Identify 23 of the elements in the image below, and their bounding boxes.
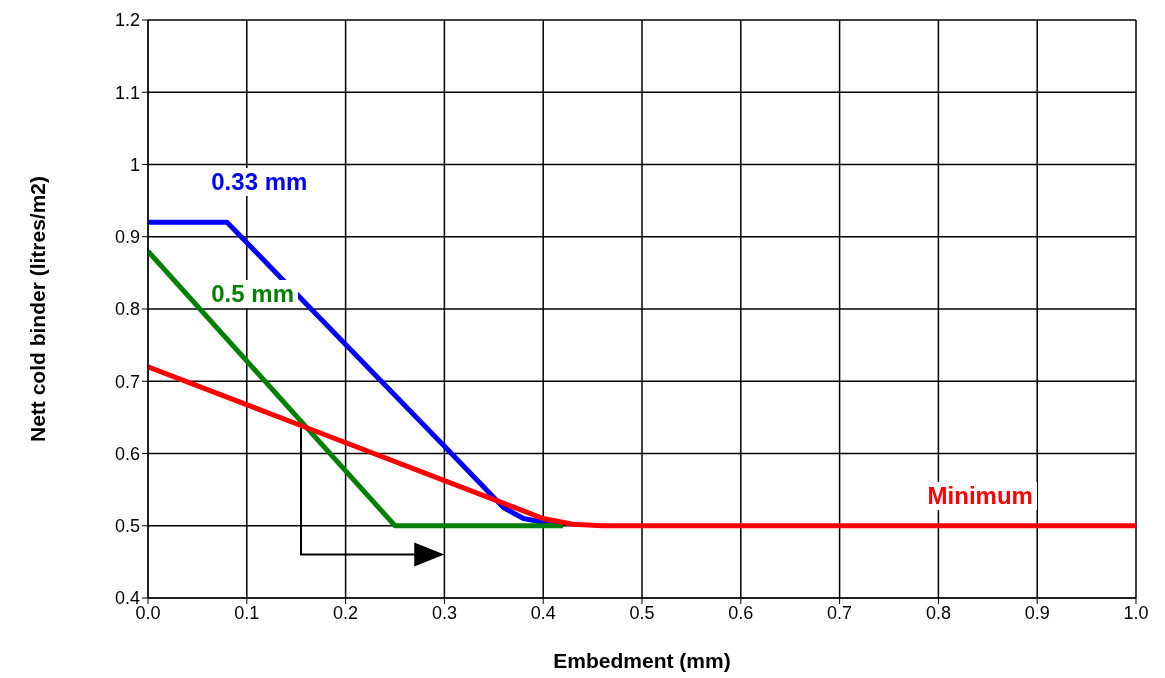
- x-tick-label: 0.8: [925, 602, 951, 623]
- x-tick-label: 0.9: [1024, 602, 1050, 623]
- y-axis-title: Nett cold binder (litres/m2): [26, 175, 50, 443]
- series-label: 0.33 mm: [207, 168, 312, 197]
- series-label: 0.5 mm: [207, 280, 298, 309]
- y-tick-label: 0.5: [114, 516, 140, 537]
- series-label: Minimum: [923, 482, 1037, 511]
- x-tick-label: 1.0: [1123, 602, 1149, 623]
- y-tick-label: 0.6: [114, 443, 140, 464]
- y-tick-label: 0.9: [114, 227, 140, 248]
- x-tick-label: 0.3: [431, 602, 457, 623]
- y-tick-label: 0.7: [114, 371, 140, 392]
- y-tick-label: 1.1: [114, 82, 140, 103]
- y-tick-label: 1: [129, 154, 140, 175]
- x-tick-label: 0.7: [827, 602, 853, 623]
- y-tick-label: 1.2: [114, 10, 140, 31]
- x-tick-label: 0.2: [333, 602, 359, 623]
- y-tick-label: 0.8: [114, 299, 140, 320]
- x-tick-label: 0.5: [629, 602, 655, 623]
- x-tick-label: 0.6: [728, 602, 754, 623]
- x-axis-title: Embedment (mm): [553, 649, 731, 672]
- x-tick-label: 0.1: [234, 602, 260, 623]
- x-tick-label: 0.4: [530, 602, 556, 623]
